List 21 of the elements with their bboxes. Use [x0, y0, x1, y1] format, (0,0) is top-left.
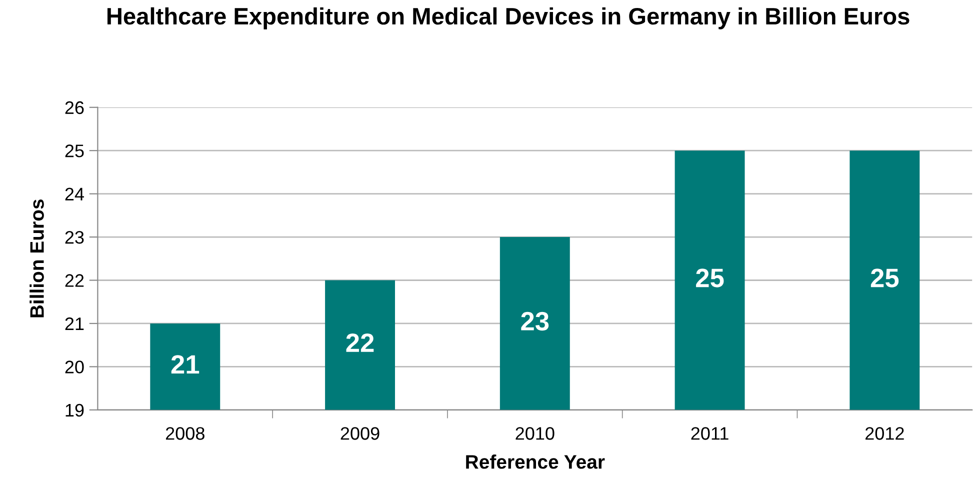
data-label: 25 [870, 268, 899, 288]
x-tick-label: 2012 [866, 427, 904, 440]
y-tick-label: 24 [65, 188, 84, 200]
y-tick-label: 25 [65, 144, 84, 158]
data-label: 23 [521, 312, 549, 331]
y-tick-label: 20 [65, 360, 84, 374]
x-tick-label: 2011 [691, 427, 728, 440]
data-label: 22 [346, 333, 374, 352]
x-tick-label: 2008 [166, 427, 204, 440]
x-axis-title: Reference Year [466, 454, 605, 469]
y-axis-title: Billion Euros [30, 199, 44, 318]
y-tick-label: 22 [65, 274, 84, 287]
y-tick-label: 21 [65, 317, 84, 330]
data-label: 25 [696, 268, 724, 288]
x-tick-label: 2010 [516, 427, 554, 440]
chart-title: Healthcare Expenditure on Medical Devices in Germany in Billion Euros [107, 7, 910, 30]
y-tick-label: 19 [66, 404, 84, 417]
data-label: 21 [171, 355, 200, 374]
y-tick-label: 23 [65, 230, 84, 244]
y-tick-label: 26 [65, 101, 84, 114]
x-tick-label: 2009 [340, 427, 380, 440]
